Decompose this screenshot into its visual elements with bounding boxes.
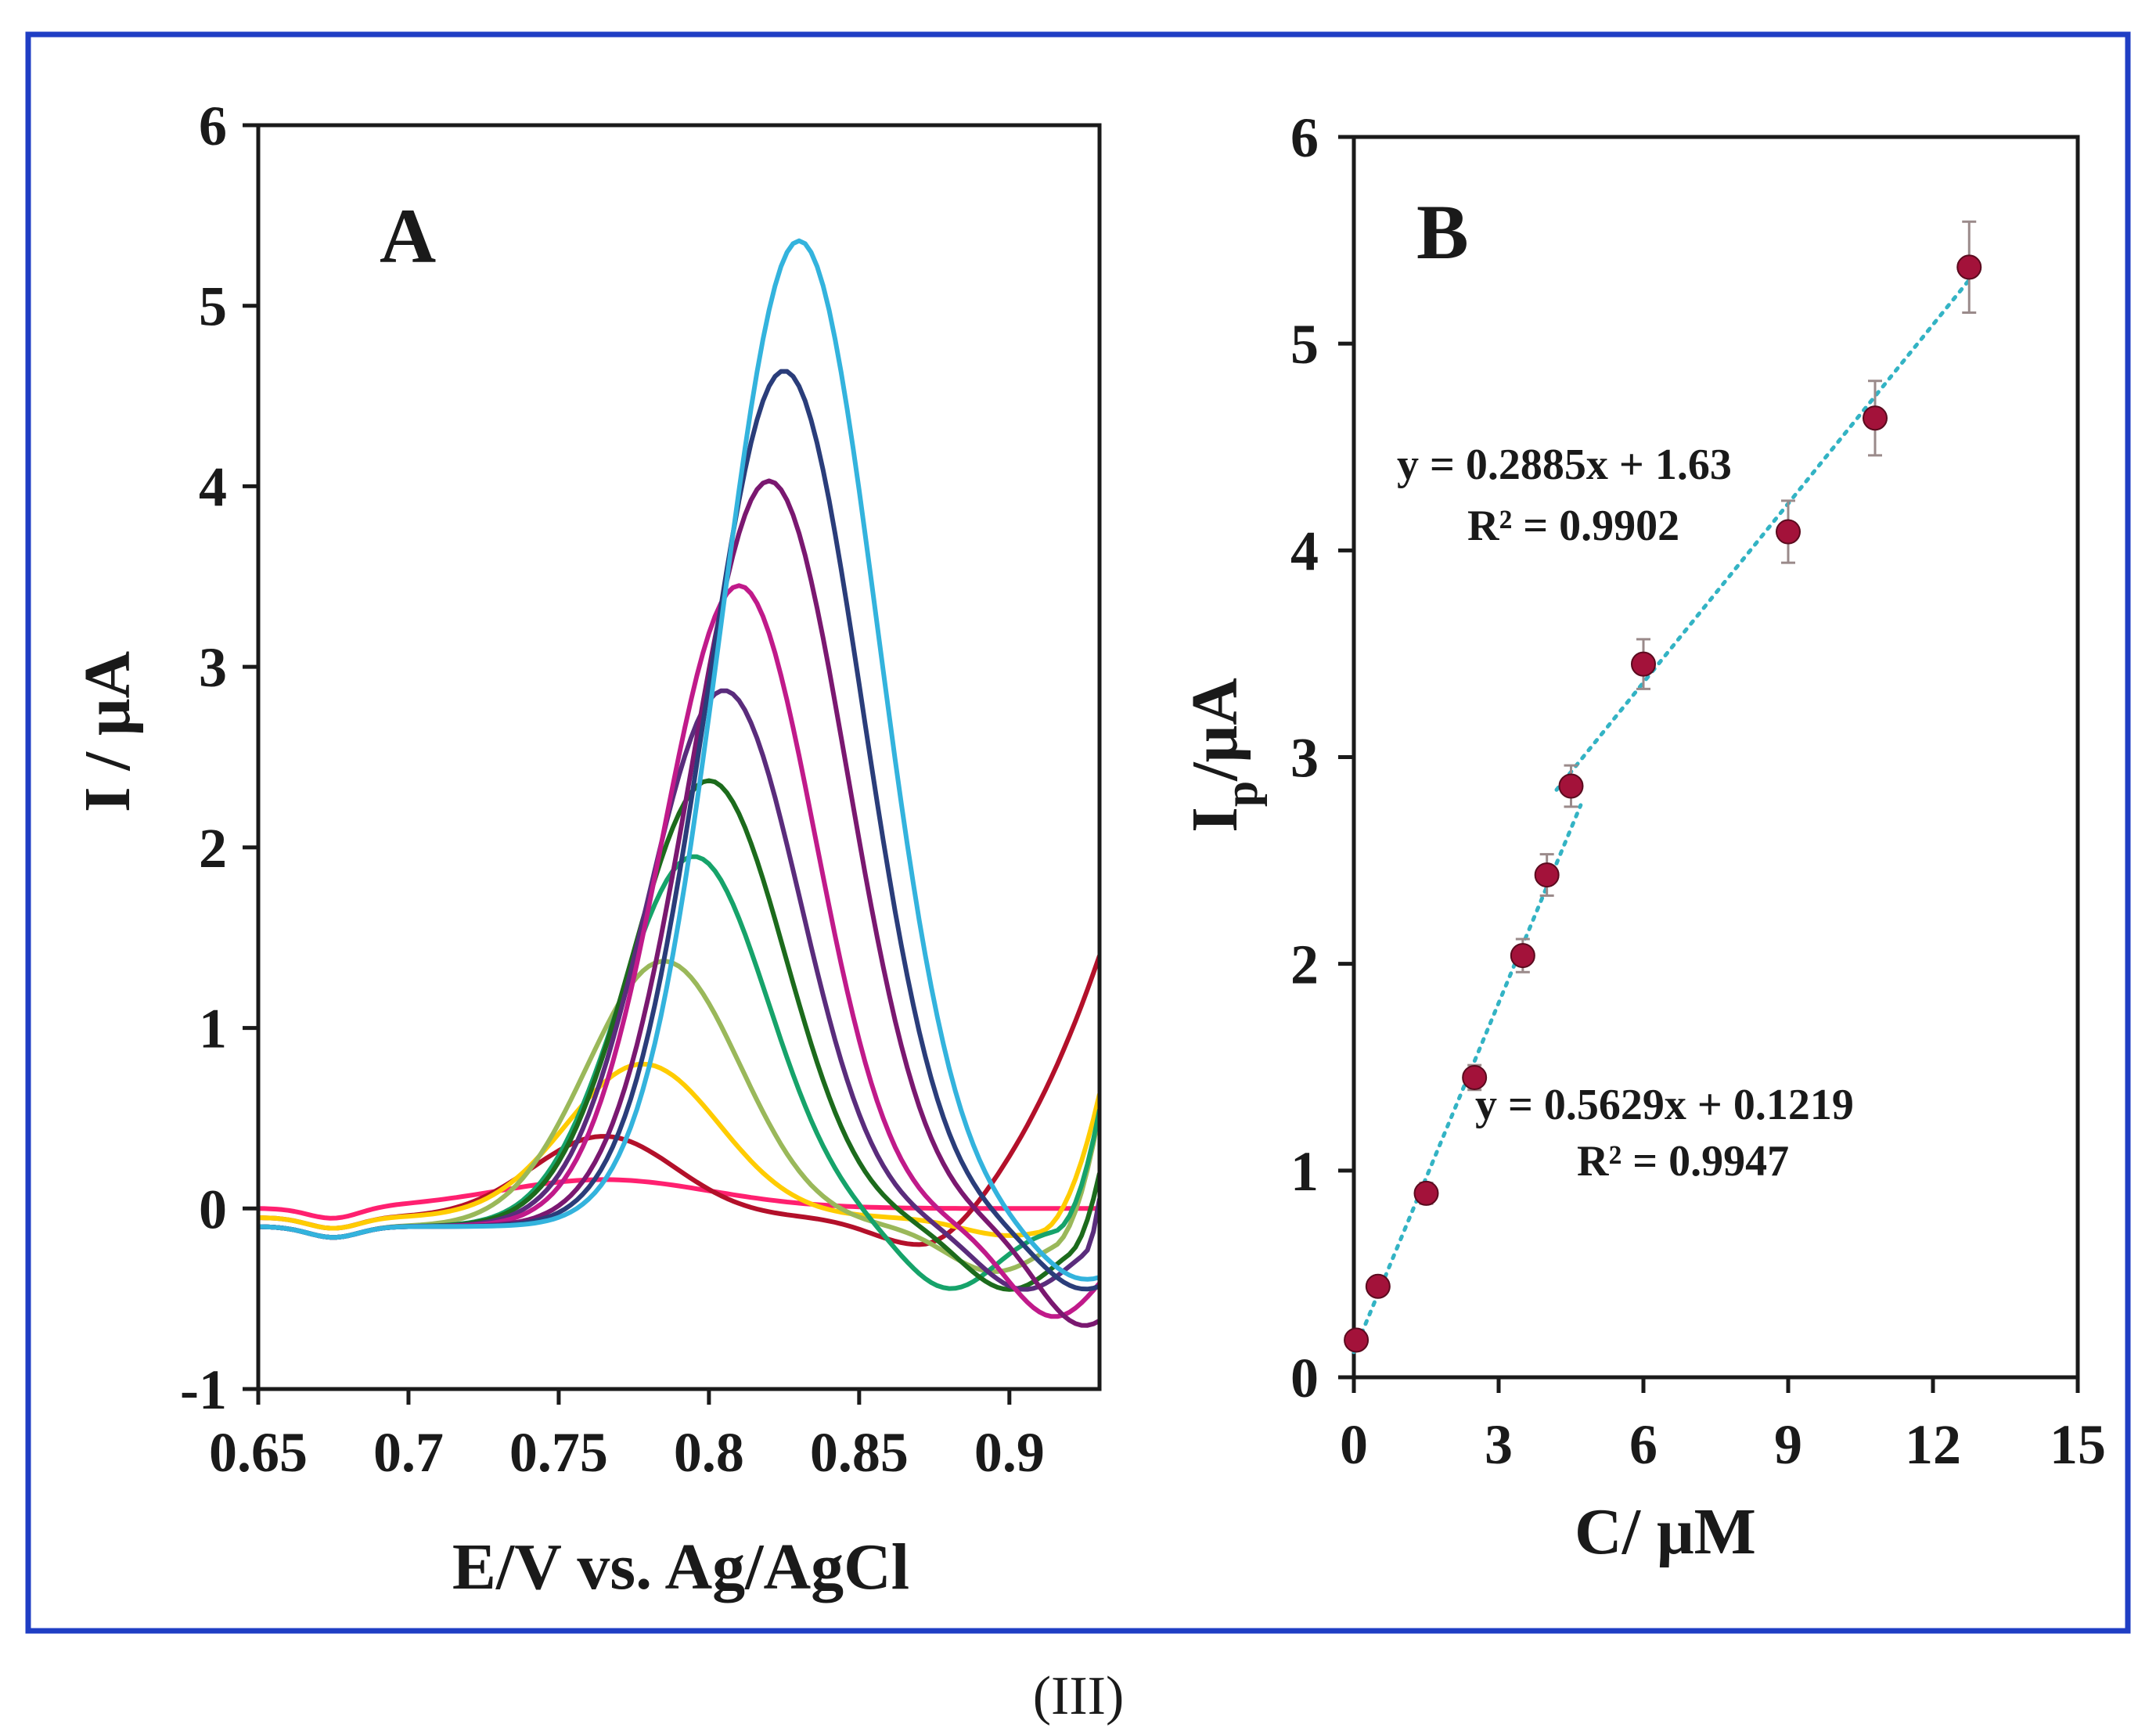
panel-b-x-tick-label: 6 [1629, 1413, 1657, 1476]
y-title-sub: p [1215, 781, 1267, 807]
fit-line-1 [1554, 268, 1978, 792]
panel-a-ticks: 0.65 0.7 0.75 0.8 0.85 0.9 -1 0 1 2 3 4 5 6 [180, 95, 1045, 1484]
panel-b-y-title: Ip/μA [1179, 678, 1267, 833]
figure-caption: (III) [1033, 1666, 1125, 1726]
data-point-3 [1462, 1064, 1488, 1090]
panel-a-x-tick-label: 0.7 [373, 1421, 444, 1484]
data-point-1 [1365, 1273, 1391, 1299]
panel-a-y-title: I / μA [71, 651, 144, 813]
figure-border [25, 31, 2131, 1634]
panel-a-x-tick-label: 0.9 [974, 1421, 1045, 1484]
panel-a-y-tick-label: 2 [199, 817, 227, 880]
lower-fit-equation: y = 0.5629x + 0.1219 [1475, 1081, 1854, 1129]
panel-b-x-tick-label: 15 [2050, 1413, 2106, 1476]
panel-a-x-tick-label: 0.65 [209, 1421, 308, 1484]
voltammogram-curves [258, 238, 1100, 1328]
y-title-main: I [1179, 807, 1251, 833]
panel-a-x-title: E/V vs. Ag/AgCl [452, 1531, 909, 1603]
panel-a-y-tick-label: 1 [199, 998, 227, 1060]
panel-b-x-tick-label: 12 [1905, 1413, 1961, 1476]
y-title-rest: /μA [1179, 678, 1251, 782]
panel-a-y-tick-label: -1 [180, 1359, 227, 1421]
data-point-7 [1631, 651, 1656, 677]
panel-b-y-tick-label: 5 [1290, 313, 1319, 376]
panel-a-x-tick-label: 0.85 [810, 1421, 909, 1484]
panel-a-y-tick-label: 3 [199, 636, 227, 699]
upper-fit-equation: y = 0.2885x + 1.63 [1397, 441, 1732, 489]
data-points [1344, 220, 1982, 1353]
panel-a-x-tick-label: 0.8 [674, 1421, 744, 1484]
data-point-6 [1558, 773, 1584, 799]
voltammogram-series-0 [258, 1177, 1100, 1221]
panel-b-label: B [1416, 189, 1469, 275]
svg-text:Ip/μA: Ip/μA [1179, 678, 1267, 833]
panel-b-y-tick-label: 2 [1290, 934, 1319, 996]
data-point-4 [1510, 943, 1535, 969]
panel-a-y-tick-label: 0 [199, 1178, 227, 1240]
panel-b-y-tick-label: 0 [1290, 1347, 1319, 1409]
panel-a-x-tick-label: 0.75 [509, 1421, 608, 1484]
data-point-9 [1863, 405, 1888, 431]
panel-b-y-tick-label: 3 [1290, 727, 1319, 790]
lower-fit-r2: R² = 0.9947 [1577, 1137, 1789, 1186]
panel-b-y-tick-label: 4 [1290, 520, 1319, 582]
panel-a-y-tick-label: 6 [199, 95, 227, 157]
panel-b-x-title: C/ μM [1575, 1495, 1756, 1568]
data-point-2 [1413, 1180, 1439, 1206]
data-point-8 [1776, 519, 1801, 545]
panel-b-x-tick-label: 9 [1774, 1413, 1802, 1476]
panel-a-y-tick-label: 5 [199, 275, 227, 338]
panel-a: 0.65 0.7 0.75 0.8 0.85 0.9 -1 0 1 2 3 4 5 6 A E/V vs.… [71, 95, 1102, 1603]
panel-b-x-tick-label: 3 [1485, 1413, 1513, 1476]
data-point-5 [1534, 862, 1560, 888]
panel-b-y-tick-label: 6 [1290, 106, 1319, 169]
panel-b-x-tick-label: 0 [1340, 1413, 1368, 1476]
panel-a-y-tick-label: 4 [199, 455, 227, 518]
panel-a-frame [256, 123, 1102, 1391]
panel-b-y-tick-label: 1 [1290, 1140, 1319, 1203]
data-point-0 [1344, 1327, 1370, 1353]
data-point-10 [1956, 254, 1982, 280]
voltammogram-series-10 [258, 238, 1100, 1282]
panel-a-label: A [380, 193, 436, 279]
upper-fit-r2: R² = 0.9902 [1467, 502, 1679, 550]
